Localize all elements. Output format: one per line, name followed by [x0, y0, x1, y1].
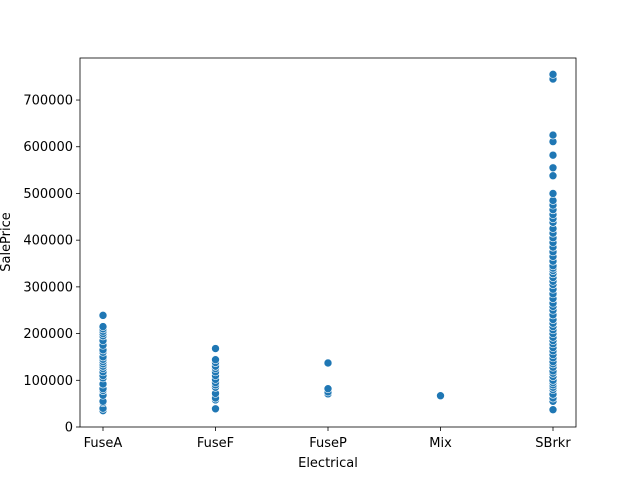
y-tick-label: 400000 [23, 234, 73, 249]
data-point [548, 70, 558, 79]
x-tick-label: Mix [429, 436, 452, 451]
y-tick-label: 700000 [23, 94, 73, 109]
data-point [548, 163, 558, 173]
plot-frame [79, 57, 577, 428]
x-tick-label: FuseF [197, 436, 234, 451]
data-point [211, 344, 220, 353]
points-layer [98, 70, 558, 415]
y-tick-label: 0 [65, 421, 73, 436]
data-point [323, 384, 333, 393]
data-point [436, 391, 445, 401]
x-tick-label: FuseA [84, 436, 123, 451]
data-point [98, 311, 108, 320]
ticks-layer: FuseA FuseF FuseP Mix SBrkr 0 100000 200000 3000… [23, 94, 571, 451]
data-point [211, 404, 220, 414]
y-tick-label: 100000 [23, 374, 73, 389]
data-point [98, 322, 108, 331]
x-tick-label: FuseP [309, 436, 347, 451]
data-point [548, 130, 558, 140]
data-point [548, 171, 558, 181]
data-point [548, 405, 558, 415]
x-axis-label: Electrical [298, 456, 358, 471]
y-tick-label: 600000 [23, 140, 73, 155]
data-point [323, 358, 333, 368]
y-tick-label: 300000 [23, 280, 73, 295]
x-tick-label: SBrkr [535, 436, 571, 451]
data-point [211, 355, 220, 365]
data-point [548, 150, 558, 160]
y-axis-label: SalePrice [0, 212, 14, 272]
y-tick-label: 500000 [23, 187, 73, 202]
data-point [548, 189, 558, 198]
y-tick-label: 200000 [23, 327, 73, 342]
